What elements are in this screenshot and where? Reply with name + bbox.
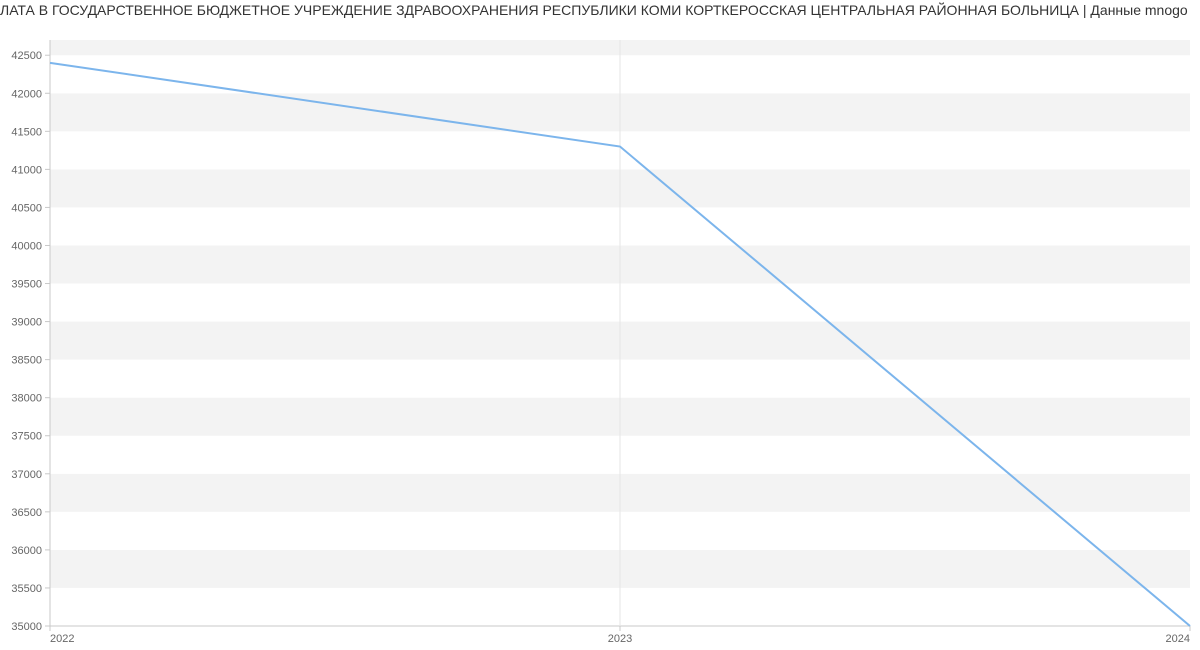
- y-tick-label: 37000: [11, 469, 42, 481]
- line-chart: 35000 35500 36000 36500 37000 37500 38000 38500…: [0, 18, 1200, 646]
- y-tick-label: 40000: [11, 240, 42, 252]
- y-tick-label: 42500: [11, 50, 42, 62]
- x-tick-label: 2022: [50, 633, 74, 645]
- y-tick-label: 35500: [11, 583, 42, 595]
- x-tick-label: 2024: [1166, 633, 1190, 645]
- x-tick-label: 2023: [608, 633, 632, 645]
- y-tick-label: 35000: [11, 621, 42, 633]
- y-tick-label: 39500: [11, 279, 42, 291]
- y-tick-label: 41500: [11, 126, 42, 138]
- y-tick-label: 36500: [11, 507, 42, 519]
- y-tick-label: 40500: [11, 202, 42, 214]
- chart-svg: 35000 35500 36000 36500 37000 37500 38000 38500…: [0, 18, 1200, 646]
- y-tick-label: 39000: [11, 317, 42, 329]
- y-tick-label: 36000: [11, 545, 42, 557]
- y-tick-label: 42000: [11, 88, 42, 100]
- y-tick-label: 38500: [11, 355, 42, 367]
- y-tick-label: 38000: [11, 393, 42, 405]
- y-tick-label: 41000: [11, 164, 42, 176]
- chart-title: ЛАТА В ГОСУДАРСТВЕННОЕ БЮДЖЕТНОЕ УЧРЕЖДЕ…: [0, 0, 1200, 18]
- y-tick-label: 37500: [11, 431, 42, 443]
